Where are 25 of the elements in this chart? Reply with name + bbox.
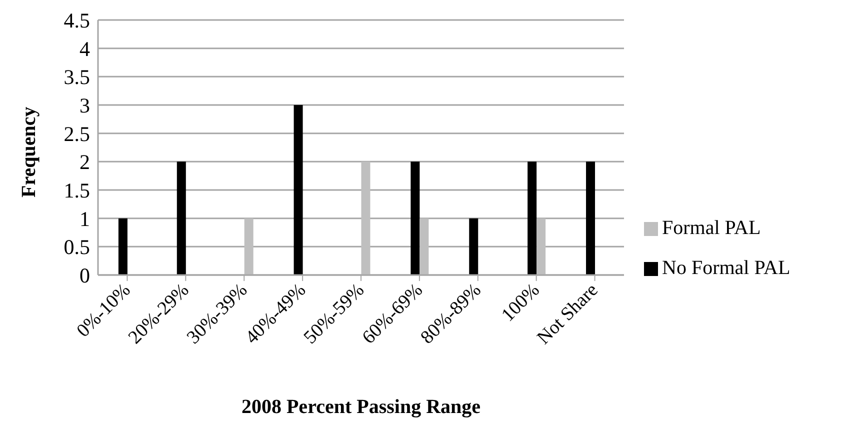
y-tick-label: 0.5 xyxy=(64,235,90,260)
legend-label: No Formal PAL xyxy=(662,257,790,279)
bar xyxy=(469,218,478,275)
y-axis-title: Frequency xyxy=(18,106,40,198)
y-tick-label: 2 xyxy=(80,150,90,174)
y-tick-label: 3.5 xyxy=(64,65,90,90)
bar xyxy=(294,105,303,275)
y-tick-label: 3 xyxy=(80,93,90,118)
legend-label: Formal PAL xyxy=(662,217,761,239)
y-tick-label: 2.5 xyxy=(64,122,90,146)
bar xyxy=(536,218,546,275)
bar xyxy=(244,218,254,275)
y-tick-label: 4.5 xyxy=(64,8,90,32)
y-tick-label: 1.5 xyxy=(64,178,90,202)
bar xyxy=(420,218,429,275)
bar xyxy=(528,162,537,275)
bar xyxy=(361,162,370,275)
y-tick-label: 4 xyxy=(80,36,90,61)
x-axis-title: 2008 Percent Passing Range xyxy=(241,396,481,418)
y-tick-label: 1 xyxy=(80,206,90,231)
bar xyxy=(410,162,420,275)
bar xyxy=(176,162,186,275)
y-tick-label: 0 xyxy=(80,263,90,288)
bar xyxy=(586,162,596,275)
bar xyxy=(118,218,128,275)
